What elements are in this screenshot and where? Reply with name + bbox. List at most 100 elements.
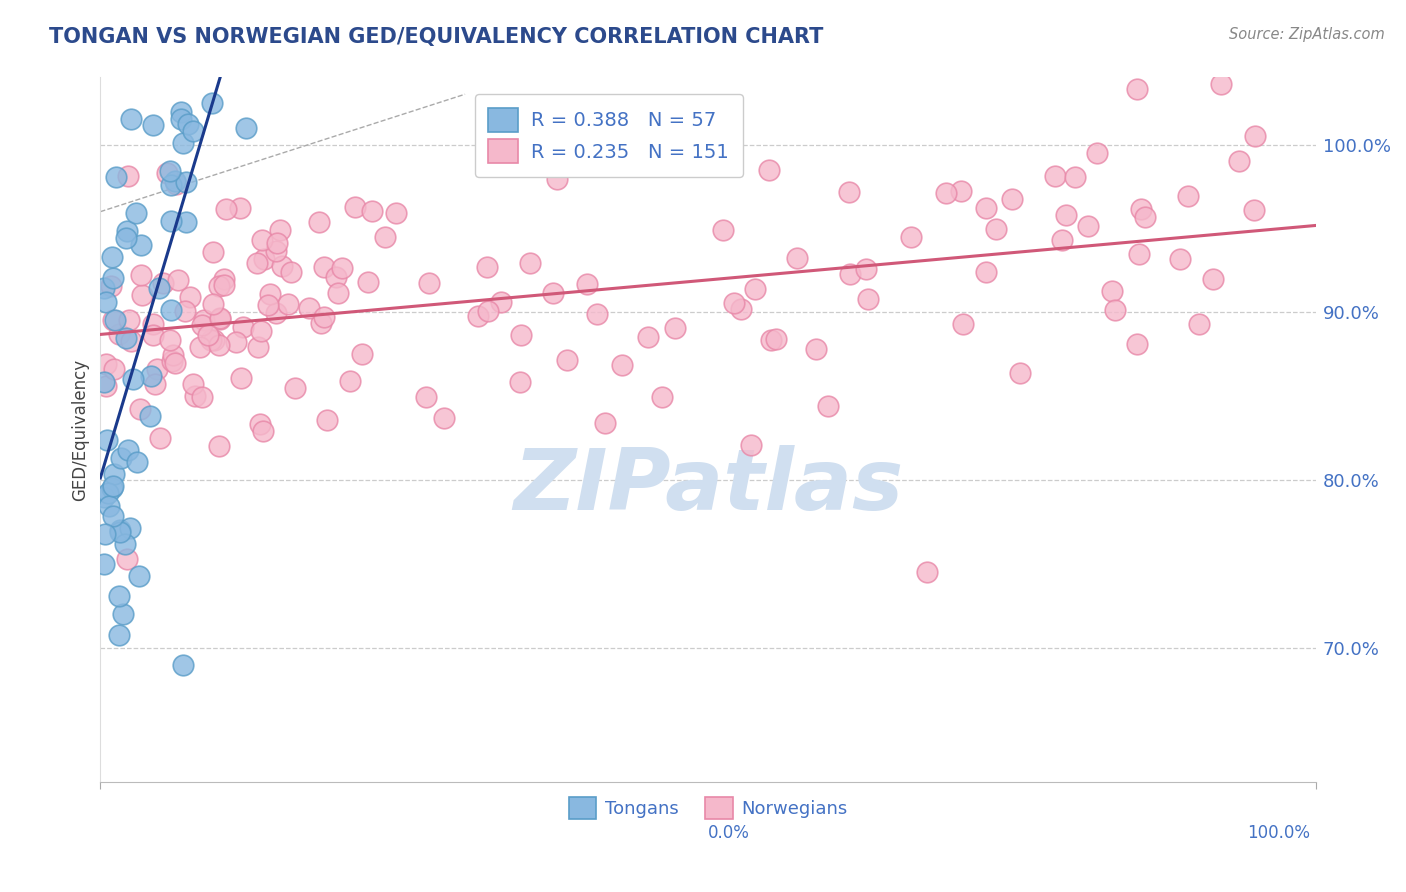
Point (183, 124, 205, 138)
Point (1050, 234, 1073, 248)
Point (115, 231, 138, 245)
Point (1128, 247, 1150, 261)
Point (374, 229, 396, 244)
Point (152, 277, 174, 291)
Point (108, 590, 131, 604)
Point (586, 307, 609, 321)
Point (1054, 208, 1077, 222)
Point (385, 205, 408, 219)
Point (610, 358, 633, 372)
Point (108, 524, 131, 538)
Point (146, 361, 169, 376)
Point (96, 434, 118, 448)
Point (200, 333, 222, 347)
Point (165, 356, 187, 370)
Point (839, 267, 862, 281)
Point (120, 112, 142, 127)
Point (232, 320, 254, 334)
Point (198, 24, 221, 38)
Point (339, 374, 361, 388)
Point (202, 333, 225, 347)
Point (108, 326, 131, 341)
Point (208, 310, 231, 325)
Point (94, 526, 117, 541)
Point (114, 536, 136, 550)
Point (477, 260, 499, 274)
Point (740, 438, 762, 452)
Point (103, 362, 125, 376)
Point (509, 375, 531, 389)
Point (984, 222, 1007, 236)
Point (1129, 202, 1152, 217)
Point (212, 272, 235, 286)
Point (174, 215, 197, 229)
Point (100, 279, 122, 293)
Point (101, 479, 124, 493)
Point (121, 372, 143, 386)
Point (257, 298, 280, 312)
Point (519, 255, 541, 269)
Point (804, 342, 827, 356)
Point (201, 96, 224, 111)
Point (418, 277, 440, 291)
Point (900, 230, 922, 244)
Point (325, 269, 347, 284)
Point (190, 36, 212, 50)
Point (489, 295, 512, 310)
Point (541, 286, 564, 301)
Point (1209, 78, 1232, 92)
Point (1168, 252, 1191, 266)
Point (159, 333, 181, 347)
Point (1085, 145, 1108, 160)
Point (593, 416, 616, 430)
Point (98, 499, 121, 513)
Point (141, 119, 163, 133)
Point (252, 233, 274, 247)
Point (637, 330, 659, 344)
Point (1243, 203, 1265, 218)
Point (201, 245, 224, 260)
Point (838, 185, 860, 199)
Point (188, 45, 211, 59)
Point (193, 312, 215, 326)
Point (477, 303, 499, 318)
Point (1104, 302, 1126, 317)
Point (117, 224, 139, 238)
Point (105, 169, 128, 184)
Point (1001, 192, 1024, 206)
Point (433, 411, 456, 425)
Point (209, 312, 232, 326)
Point (115, 552, 138, 566)
Point (974, 201, 997, 215)
Point (280, 265, 302, 279)
Point (115, 330, 138, 344)
Point (1126, 337, 1149, 351)
Point (108, 627, 131, 641)
Point (177, 117, 200, 131)
Point (309, 316, 332, 330)
Point (118, 521, 141, 535)
Point (163, 174, 186, 188)
Point (160, 213, 183, 227)
Point (730, 301, 752, 316)
Text: Source: ZipAtlas.com: Source: ZipAtlas.com (1229, 27, 1385, 42)
Y-axis label: GED/Equivalency: GED/Equivalency (72, 359, 89, 500)
Point (1043, 169, 1066, 183)
Point (229, 371, 252, 385)
Point (723, 296, 745, 310)
Point (103, 313, 125, 327)
Point (225, 335, 247, 350)
Point (166, 273, 188, 287)
Point (93, 375, 115, 389)
Point (160, 302, 183, 317)
Point (169, 112, 191, 127)
Point (191, 318, 214, 332)
Point (915, 566, 938, 580)
Point (706, 152, 728, 166)
Point (314, 310, 336, 324)
Point (264, 244, 287, 258)
Point (165, 177, 187, 191)
Point (142, 317, 165, 331)
Point (344, 200, 367, 214)
Point (350, 347, 373, 361)
